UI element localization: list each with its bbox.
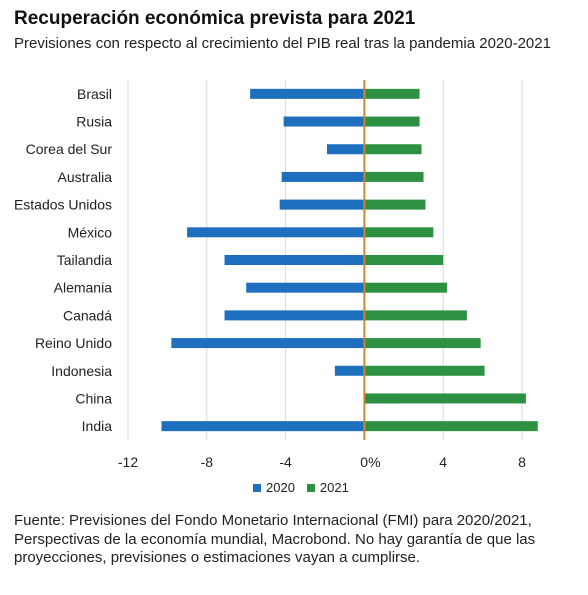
category-label: Estados Unidos	[14, 197, 112, 213]
bar-2021	[364, 310, 467, 321]
bar-2021	[364, 282, 448, 293]
bar-2020	[187, 227, 365, 238]
category-label: Rusia	[76, 114, 112, 130]
bar-2020	[246, 282, 365, 293]
category-label: India	[82, 418, 113, 434]
bar-2021	[364, 227, 434, 238]
bar-2020	[334, 365, 365, 376]
chart-legend: 2020 2021	[253, 480, 361, 495]
bar-2021	[364, 88, 420, 99]
legend-label-2021: 2021	[319, 480, 349, 495]
category-label: Alemania	[54, 280, 113, 296]
x-tick-label: -8	[201, 454, 214, 470]
category-label: Australia	[58, 169, 113, 185]
bar-2021	[364, 365, 485, 376]
bar-2021	[364, 144, 422, 155]
category-label: Canadá	[63, 307, 112, 323]
bar-2021	[364, 116, 420, 127]
legend-label-2020: 2020	[266, 480, 295, 495]
category-label: Indonesia	[51, 363, 112, 379]
bar-2020	[250, 88, 365, 99]
bar-2021	[364, 338, 481, 349]
bar-2021	[364, 171, 424, 182]
category-label: Reino Unido	[35, 335, 112, 351]
bar-2020	[279, 199, 365, 210]
legend-item-2021: 2021	[306, 480, 349, 495]
category-label: Corea del Sur	[26, 141, 113, 157]
bar-2020	[224, 310, 365, 321]
x-tick-label: 8	[518, 454, 526, 470]
legend-item-2020: 2020	[253, 480, 295, 495]
bar-chart: Brasil Rusia Corea del Sur Australia Estados…	[14, 80, 538, 470]
source-note: Fuente: Previsiones del Fondo Monetario …	[14, 512, 536, 566]
bar-2021	[364, 393, 526, 404]
legend-swatch-2020	[253, 483, 261, 492]
bar-2020	[326, 144, 365, 155]
bar-2021	[364, 421, 538, 432]
category-label: Tailandia	[57, 252, 112, 268]
bar-2020	[171, 338, 365, 349]
x-tick-label: -4	[279, 454, 292, 470]
category-label: Brasil	[77, 86, 112, 102]
category-label: México	[68, 224, 113, 240]
bar-2020	[281, 171, 365, 182]
bar-2021	[364, 199, 426, 210]
x-tick-label: -12	[118, 454, 138, 470]
chart-title: Recuperación económica prevista para 202…	[14, 8, 416, 29]
category-label: China	[75, 390, 112, 406]
x-tick-label: 0%	[360, 454, 380, 470]
bar-2020	[161, 421, 365, 432]
bar-2020	[283, 116, 365, 127]
bar-2021	[364, 255, 444, 265]
bar-2020	[224, 255, 365, 265]
legend-swatch-2021	[306, 483, 315, 492]
chart-subtitle: Previsiones con respecto al crecimiento …	[14, 35, 551, 52]
x-tick-label: 4	[439, 454, 447, 470]
